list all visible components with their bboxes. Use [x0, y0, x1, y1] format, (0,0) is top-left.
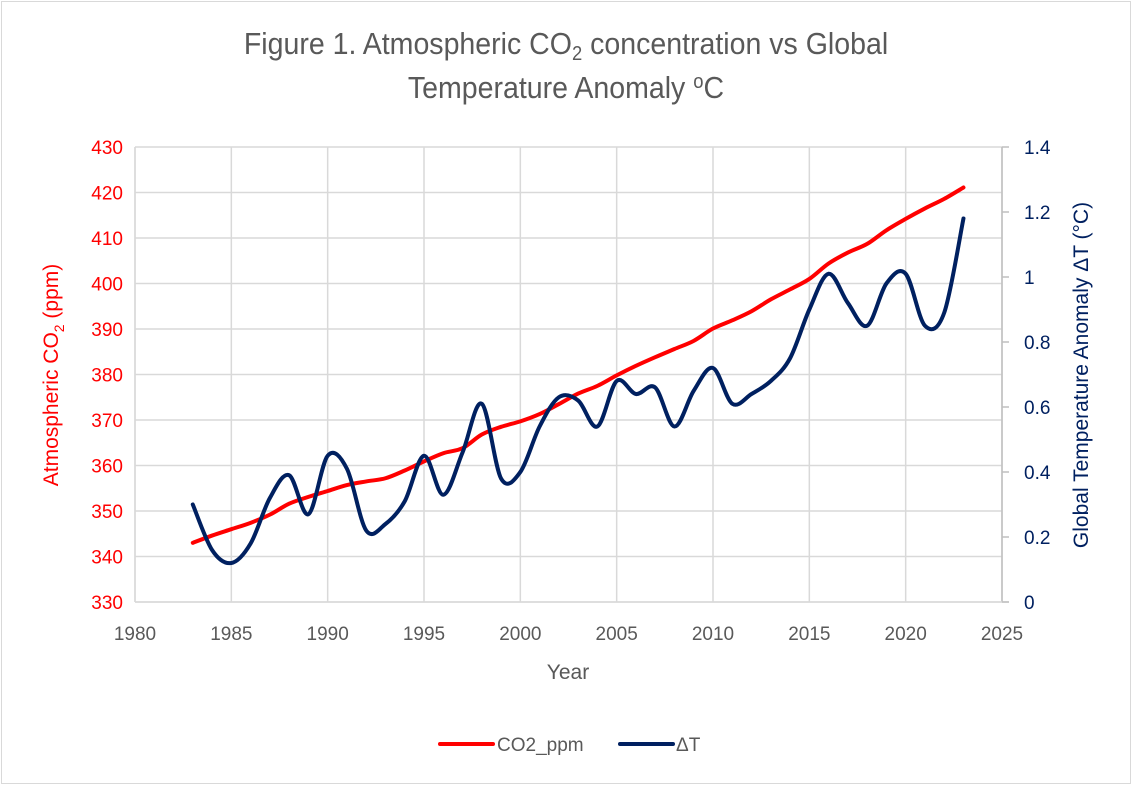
- y-right-tick-label: 0.6: [1024, 398, 1050, 419]
- gridlines: [134, 146, 1003, 603]
- y-left-tick-label: 420: [91, 184, 123, 205]
- y-left-tick-label: 370: [91, 411, 123, 432]
- legend-item-co2[interactable]: CO2_ppm: [438, 735, 584, 756]
- x-tick-label: 1995: [403, 624, 445, 645]
- y-right-tick-label: 0.2: [1024, 528, 1050, 549]
- tick-labels: 330 340 350 360 370 380 390 400 410 420 430 1980 198…: [91, 138, 1051, 645]
- title-text-part: C: [703, 70, 725, 105]
- y-left-tick-label: 350: [91, 502, 123, 523]
- legend-item-delta-t[interactable]: ΔT: [618, 735, 701, 756]
- y-left-tick-label: 400: [91, 275, 123, 296]
- series-line-delta-t: [190, 216, 966, 566]
- x-tick-label: 2020: [885, 624, 927, 645]
- legend: CO2_ppm ΔT: [438, 735, 701, 756]
- series-delta-t: [190, 216, 966, 566]
- y-left-tick-label: 340: [91, 548, 123, 569]
- y-left-title-part: Atmospheric CO: [40, 332, 63, 486]
- chart-title: Figure 1. Atmospheric CO2 concentration …: [45, 22, 1086, 110]
- y-left-tick-label: 410: [91, 229, 123, 250]
- x-axis-title: Year: [547, 661, 589, 684]
- y-left-tick-label: 380: [91, 366, 123, 387]
- title-subscript: 2: [571, 43, 583, 65]
- series-line-co2: [190, 185, 966, 545]
- y-left-tick-label: 430: [91, 138, 123, 159]
- title-superscript: o: [693, 71, 704, 93]
- legend-label-delta-t: ΔT: [676, 735, 701, 756]
- x-tick-label: 2015: [788, 624, 830, 645]
- axes: [134, 146, 1009, 603]
- y-left-tick-label: 390: [91, 320, 123, 341]
- y-right-axis-title: Global Temperature Anomaly ΔT (°C): [1070, 202, 1093, 548]
- y-left-tick-label: 330: [91, 593, 123, 614]
- y-right-tick-label: 1: [1024, 268, 1035, 289]
- data-lines: [190, 185, 966, 566]
- x-tick-label: 2010: [692, 624, 734, 645]
- y-left-title-subscript: 2: [51, 324, 67, 332]
- x-tick-label: 2000: [499, 624, 541, 645]
- title-text-part: Temperature Anomaly: [407, 70, 694, 105]
- y-left-axis-title: Atmospheric CO2 (ppm): [40, 264, 67, 487]
- x-tick-label: 1985: [210, 624, 252, 645]
- x-tick-label: 2025: [981, 624, 1023, 645]
- x-tick-label: 1990: [307, 624, 349, 645]
- y-left-title-part: (ppm): [40, 264, 63, 325]
- x-tick-label: 2005: [596, 624, 638, 645]
- y-right-tick-label: 0: [1024, 593, 1035, 614]
- title-text-part: concentration vs Global: [582, 26, 889, 61]
- y-left-tick-label: 360: [91, 457, 123, 478]
- y-right-tick-label: 0.4: [1024, 463, 1051, 484]
- legend-label-co2: CO2_ppm: [497, 735, 584, 756]
- series-co2: [190, 185, 966, 545]
- title-text-part: Figure 1. Atmospheric CO: [243, 26, 572, 61]
- x-tick-label: 1980: [114, 624, 156, 645]
- y-right-tick-label: 1.4: [1024, 138, 1051, 159]
- y-right-tick-label: 1.2: [1024, 203, 1050, 224]
- y-right-tick-label: 0.8: [1024, 333, 1050, 354]
